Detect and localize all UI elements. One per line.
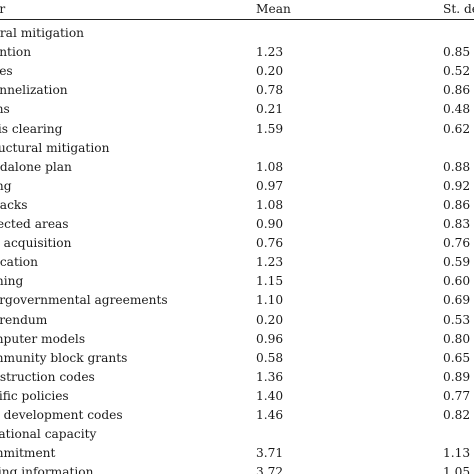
table-header-row: or Mean St. de — [0, 0, 474, 19]
header-mean: Mean — [256, 2, 291, 16]
sd-cell: 0.69 — [443, 293, 471, 308]
mean-cell: 3.72 — [256, 465, 284, 474]
mean-cell: 1.46 — [256, 408, 284, 422]
header-rule — [0, 19, 474, 20]
mean-cell: 1.15 — [256, 274, 284, 289]
factor-cell: d development codes — [0, 408, 123, 422]
factor-cell: ring information — [0, 465, 94, 474]
table-row: d acquisition 0.76 0.76 — [0, 234, 474, 253]
table-row: tected areas 0.90 0.83 — [0, 215, 474, 234]
sd-cell: 0.86 — [443, 197, 471, 212]
table-section-row: ructural mitigation — [0, 139, 474, 158]
table-row: ris clearing 1.59 0.62 — [0, 120, 474, 139]
table-row: mputer models 0.96 0.80 — [0, 330, 474, 349]
sd-cell: 0.52 — [443, 64, 471, 79]
factor-cell: ention — [0, 45, 32, 60]
table-row: ergovernmental agreements 1.10 0.69 — [0, 291, 474, 310]
table-row: ucation 1.23 0.59 — [0, 253, 474, 272]
sd-cell: 0.83 — [443, 217, 471, 231]
sd-cell: 0.76 — [443, 236, 471, 251]
mean-cell: 0.76 — [256, 236, 284, 251]
table-row: ining 1.15 0.60 — [0, 272, 474, 291]
mean-cell: 0.20 — [256, 64, 284, 79]
table-row: ring information 3.72 1.05 — [0, 463, 474, 474]
sd-cell: 0.60 — [443, 274, 471, 289]
table-section-row: zational capacity — [0, 425, 474, 444]
factor-cell: mputer models — [0, 331, 86, 346]
sd-cell: 0.89 — [443, 369, 471, 384]
table-row: ing 0.97 0.92 — [0, 177, 474, 196]
sd-cell: 1.05 — [443, 465, 471, 474]
mean-cell: 1.08 — [256, 159, 284, 174]
mean-cell: 1.23 — [256, 45, 284, 60]
table-row: mmitment 3.71 1.13 — [0, 444, 474, 463]
factor-cell: ining — [0, 274, 24, 289]
factor-cell: d acquisition — [0, 236, 72, 251]
factor-cell: ees — [0, 64, 13, 79]
factor-cell: zational capacity — [0, 427, 97, 442]
mean-cell: 1.10 — [256, 293, 284, 308]
mean-cell: 0.58 — [256, 350, 284, 365]
sd-cell: 0.62 — [443, 121, 471, 136]
factor-cell: ergovernmental agreements — [0, 293, 168, 308]
factor-cell: ucation — [0, 255, 38, 270]
factor-cell: ructural mitigation — [0, 140, 110, 155]
table-row: ention 1.23 0.85 — [0, 43, 474, 62]
mean-cell: 0.96 — [256, 331, 284, 346]
factor-cell: ing — [0, 178, 12, 193]
table-row: cific policies 1.40 0.77 — [0, 387, 474, 406]
mean-cell: 0.97 — [256, 178, 284, 193]
sd-cell: 0.92 — [443, 178, 471, 193]
mean-cell: 0.90 — [256, 217, 284, 231]
factor-cell: mmitment — [0, 446, 56, 461]
table-row: mmunity block grants 0.58 0.65 — [0, 349, 474, 368]
table-row: annelization 0.78 0.86 — [0, 81, 474, 100]
factor-cell: nstruction codes — [0, 369, 95, 384]
sd-cell: 0.80 — [443, 331, 471, 346]
factor-cell: tected areas — [0, 217, 69, 231]
sd-cell: 1.13 — [443, 446, 471, 461]
sd-cell: 0.65 — [443, 350, 471, 365]
mean-cell: 1.40 — [256, 388, 284, 403]
table-row: d development codes 1.46 0.82 — [0, 406, 474, 425]
sd-cell: 0.59 — [443, 255, 471, 270]
mean-cell: 1.08 — [256, 197, 284, 212]
mean-cell: 0.21 — [256, 102, 284, 117]
header-factor: or — [0, 2, 6, 16]
sd-cell: 0.77 — [443, 388, 471, 403]
table-row: erendum 0.20 0.53 — [0, 311, 474, 330]
factor-cell: ural mitigation — [0, 26, 85, 40]
sd-cell: 0.85 — [443, 45, 471, 60]
mean-cell: 1.23 — [256, 255, 284, 270]
factor-cell: mmunity block grants — [0, 350, 128, 365]
table-row: ms 0.21 0.48 — [0, 100, 474, 119]
table-section-row: ural mitigation — [0, 24, 474, 43]
mean-cell: 1.59 — [256, 121, 284, 136]
sd-cell: 0.53 — [443, 312, 471, 327]
factor-cell: backs — [0, 197, 28, 212]
factor-cell: erendum — [0, 312, 48, 327]
mean-cell: 0.78 — [256, 83, 284, 98]
table-row: ees 0.20 0.52 — [0, 62, 474, 81]
table-row: backs 1.08 0.86 — [0, 196, 474, 215]
header-sd: St. de — [443, 2, 474, 16]
factor-cell: cific policies — [0, 388, 69, 403]
mean-cell: 1.36 — [256, 369, 284, 384]
factor-cell: ris clearing — [0, 121, 63, 136]
sd-cell: 0.48 — [443, 102, 471, 117]
mean-cell: 0.20 — [256, 312, 284, 327]
sd-cell: 0.88 — [443, 159, 471, 174]
sd-cell: 0.82 — [443, 408, 471, 422]
table-row: nstruction codes 1.36 0.89 — [0, 368, 474, 387]
factor-cell: ms — [0, 102, 10, 117]
mean-cell: 3.71 — [256, 446, 284, 461]
factor-cell: annelization — [0, 83, 68, 98]
sd-cell: 0.86 — [443, 83, 471, 98]
